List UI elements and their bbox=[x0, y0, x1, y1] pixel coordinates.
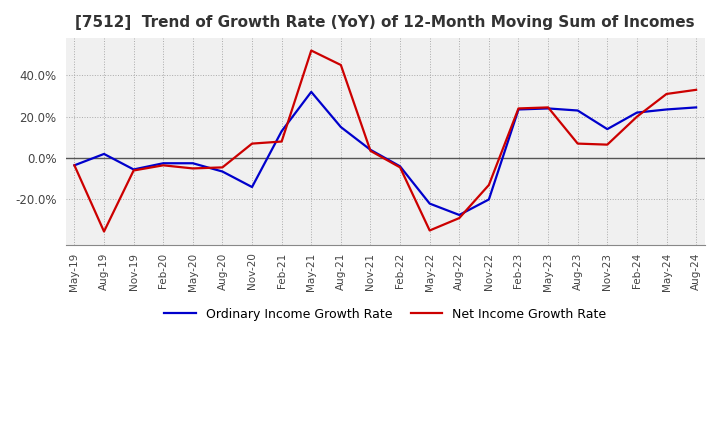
Ordinary Income Growth Rate bbox=[99, 151, 108, 157]
Net Income Growth Rate bbox=[603, 142, 611, 147]
Ordinary Income Growth Rate bbox=[603, 126, 611, 132]
Net Income Growth Rate bbox=[544, 105, 552, 110]
Line: Net Income Growth Rate: Net Income Growth Rate bbox=[74, 51, 696, 231]
Ordinary Income Growth Rate bbox=[396, 164, 405, 169]
Ordinary Income Growth Rate bbox=[692, 105, 701, 110]
Net Income Growth Rate bbox=[277, 139, 286, 144]
Net Income Growth Rate bbox=[426, 228, 434, 233]
Ordinary Income Growth Rate bbox=[218, 169, 227, 174]
Ordinary Income Growth Rate bbox=[366, 147, 375, 152]
Net Income Growth Rate bbox=[396, 165, 405, 170]
Ordinary Income Growth Rate bbox=[130, 167, 138, 172]
Title: [7512]  Trend of Growth Rate (YoY) of 12-Month Moving Sum of Incomes: [7512] Trend of Growth Rate (YoY) of 12-… bbox=[76, 15, 695, 30]
Ordinary Income Growth Rate bbox=[573, 108, 582, 113]
Net Income Growth Rate bbox=[336, 62, 345, 68]
Ordinary Income Growth Rate bbox=[277, 128, 286, 134]
Ordinary Income Growth Rate bbox=[514, 107, 523, 112]
Net Income Growth Rate bbox=[189, 166, 197, 171]
Ordinary Income Growth Rate bbox=[70, 163, 78, 168]
Ordinary Income Growth Rate bbox=[248, 184, 256, 190]
Net Income Growth Rate bbox=[366, 148, 375, 154]
Net Income Growth Rate bbox=[692, 87, 701, 92]
Ordinary Income Growth Rate bbox=[485, 197, 493, 202]
Ordinary Income Growth Rate bbox=[544, 106, 552, 111]
Net Income Growth Rate bbox=[159, 163, 168, 168]
Ordinary Income Growth Rate bbox=[336, 125, 345, 130]
Line: Ordinary Income Growth Rate: Ordinary Income Growth Rate bbox=[74, 92, 696, 215]
Ordinary Income Growth Rate bbox=[159, 161, 168, 166]
Legend: Ordinary Income Growth Rate, Net Income Growth Rate: Ordinary Income Growth Rate, Net Income … bbox=[159, 303, 611, 326]
Net Income Growth Rate bbox=[662, 92, 671, 97]
Net Income Growth Rate bbox=[307, 48, 315, 53]
Ordinary Income Growth Rate bbox=[189, 161, 197, 166]
Net Income Growth Rate bbox=[99, 229, 108, 234]
Net Income Growth Rate bbox=[130, 168, 138, 173]
Net Income Growth Rate bbox=[455, 216, 464, 221]
Ordinary Income Growth Rate bbox=[662, 107, 671, 112]
Ordinary Income Growth Rate bbox=[307, 89, 315, 95]
Net Income Growth Rate bbox=[248, 141, 256, 146]
Net Income Growth Rate bbox=[70, 163, 78, 168]
Ordinary Income Growth Rate bbox=[426, 201, 434, 206]
Net Income Growth Rate bbox=[573, 141, 582, 146]
Net Income Growth Rate bbox=[218, 165, 227, 170]
Ordinary Income Growth Rate bbox=[633, 110, 642, 115]
Ordinary Income Growth Rate bbox=[455, 213, 464, 218]
Net Income Growth Rate bbox=[485, 182, 493, 187]
Net Income Growth Rate bbox=[633, 114, 642, 119]
Net Income Growth Rate bbox=[514, 106, 523, 111]
